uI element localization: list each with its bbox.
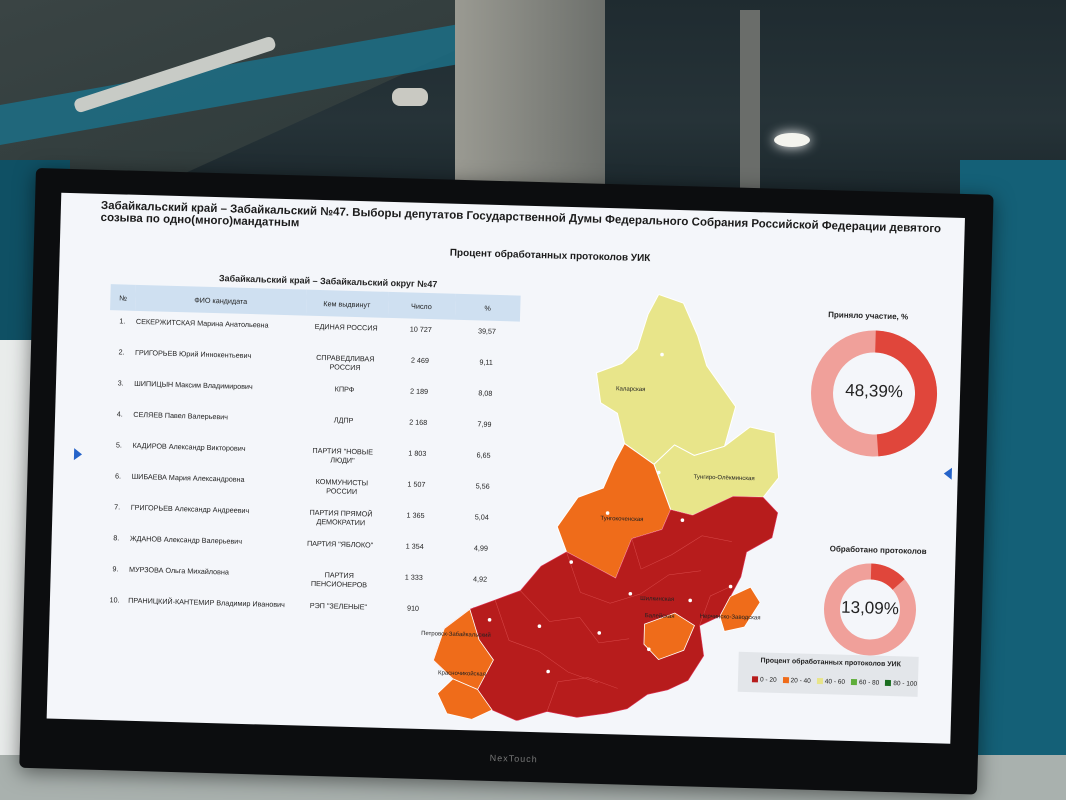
map-region-kalar[interactable] <box>594 293 739 467</box>
ceiling-spotlight <box>774 133 810 147</box>
dashboard-screen: Забайкальский край – Забайкальский №47. … <box>46 192 965 744</box>
row-number: 2. <box>118 347 125 357</box>
district-borders <box>494 535 732 712</box>
next-arrow-icon[interactable] <box>943 467 952 480</box>
map-label-kalar: Каларская <box>616 386 646 393</box>
page-title: Забайкальский край – Забайкальский №47. … <box>100 199 942 236</box>
legend-title: Процент обработанных протоколов УИК <box>760 657 901 669</box>
map-label-tungokochen: Тунгокоченская <box>600 516 643 523</box>
candidate-party: ПАРТИЯ "НОВЫЕ ЛЮДИ" <box>312 445 374 466</box>
map-city-markers <box>487 352 733 674</box>
candidate-name: СЕКЕРЖИТСКАЯ Марина Анатольевна <box>135 316 269 330</box>
row-number: 4. <box>116 409 123 419</box>
processed-title: Обработано протоколов <box>829 544 927 557</box>
candidate-name: ШИБАЕВА Мария Александровна <box>131 471 245 484</box>
candidate-name: ШИПИЦЫН Максим Владимирович <box>134 378 253 392</box>
region-map: Каларская Тунгиро-Олёкминская Тунгокочен… <box>421 293 780 727</box>
legend-label: 40 - 60 <box>824 678 846 686</box>
candidate-party: КПРФ <box>334 384 355 394</box>
candidate-name: СЕЛЯЕВ Павел Валерьевич <box>133 409 229 422</box>
candidate-party: ПАРТИЯ ПЕНСИОНЕРОВ <box>310 570 368 590</box>
map-label-petrovsk: Петровск-Забайкальский <box>421 630 491 639</box>
turnout-title: Приняло участие, % <box>828 310 909 322</box>
district-title: Забайкальский край – Забайкальский округ… <box>218 273 438 290</box>
row-number: 6. <box>114 471 122 481</box>
candidate-party: ПАРТИЯ ПРЯМОЙ ДЕМОКРАТИИ <box>309 507 373 528</box>
row-number: 1. <box>119 316 126 326</box>
legend-label: 80 - 100 <box>893 680 918 688</box>
legend-swatch <box>885 680 892 687</box>
candidate-name: ПРАНИЦКИЙ-КАНТЕМИР Владимир Иванович <box>128 595 286 610</box>
candidate-party: ЕДИНАЯ РОССИЯ <box>314 321 378 333</box>
map-label-shilka: Шилкинская <box>640 596 674 603</box>
legend-label: 60 - 80 <box>858 679 880 687</box>
row-number: 7. <box>114 502 121 512</box>
candidate-party: РЭП "ЗЕЛЕНЫЕ" <box>309 600 368 612</box>
map-label-baley: Балейская <box>645 612 675 620</box>
map-region-baley[interactable] <box>643 612 695 661</box>
turnout-donut-arc <box>811 330 938 457</box>
processed-value: 13,09% <box>840 597 900 619</box>
row-number: 3. <box>117 378 124 388</box>
row-number: 5. <box>115 440 123 450</box>
processed-donut <box>823 563 916 656</box>
processed-donut-track <box>823 563 916 656</box>
row-number: 8. <box>113 533 120 543</box>
row-number: 9. <box>112 564 119 574</box>
map-region-nerchinsk[interactable] <box>719 586 761 632</box>
smoke-detector <box>392 88 428 106</box>
monitor-brand: NexTouch <box>489 752 538 765</box>
candidate-name: КАДИРОВ Александр Викторович <box>132 440 246 453</box>
legend-swatch <box>816 678 823 685</box>
map-region-southeast[interactable] <box>432 488 778 727</box>
map-label-tungo: Тунгиро-Олёкминская <box>694 474 755 482</box>
legend-swatch <box>851 679 858 686</box>
header-party: Кем выдвинут <box>305 289 389 318</box>
candidate-name: ГРИГОРЬЕВ Александр Андреевич <box>130 502 250 516</box>
candidate-party: ПАРТИЯ "ЯБЛОКО" <box>306 538 374 550</box>
candidate-name: ЖДАНОВ Александр Валерьевич <box>129 533 243 546</box>
map-legend: Процент обработанных протоколов УИК 0 - … <box>737 651 919 697</box>
turnout-value: 48,39% <box>845 380 904 402</box>
tv-monitor: NexTouch Забайкальский край – Забайкальс… <box>19 168 994 795</box>
pillar-right <box>740 10 760 190</box>
turnout-donut <box>811 330 938 457</box>
row-number: 10. <box>109 595 120 605</box>
legend-items: 0 - 20 20 - 40 40 - 60 60 - 80 80 - 100 <box>746 676 917 688</box>
map-label-krasnochikoy: Красночикойская <box>438 669 486 677</box>
map-region-krasnochikoy[interactable] <box>437 678 493 720</box>
legend-swatch <box>782 677 789 684</box>
candidate-party: ЛДПР <box>333 415 354 425</box>
candidate-name: ГРИГОРЬЕВ Юрий Иннокентьевич <box>134 347 252 361</box>
candidate-party: СПРАВЕДЛИВАЯ РОССИЯ <box>316 352 375 373</box>
legend-swatch <box>751 676 759 683</box>
map-label-sretensk: Нерчинско-Заводская <box>700 614 761 622</box>
legend-label: 20 - 40 <box>790 677 811 685</box>
page-subtitle: Процент обработанных протоколов УИК <box>449 247 651 265</box>
legend-label: 0 - 20 <box>759 676 777 684</box>
header-number: № <box>110 284 136 311</box>
pillar <box>455 0 605 190</box>
previous-arrow-icon[interactable] <box>73 448 83 461</box>
candidate-name: МУРЗОВА Ольга Михайловна <box>128 564 230 577</box>
candidate-party: КОММУНИСТЫ РОССИИ <box>315 476 369 497</box>
